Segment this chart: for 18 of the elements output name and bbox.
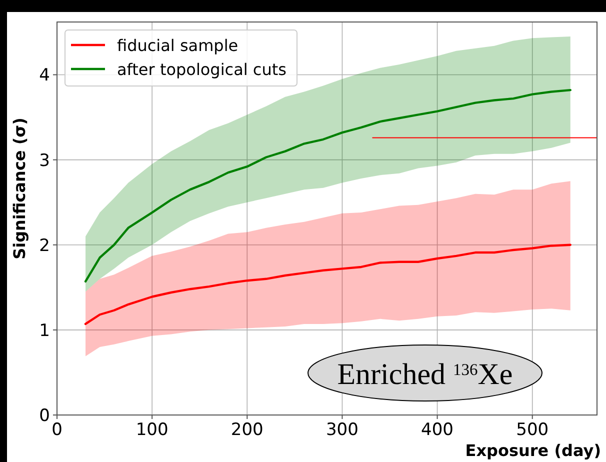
x-tick-label: 500 bbox=[516, 420, 549, 440]
x-axis-title: Exposure (day) bbox=[465, 441, 601, 460]
y-tick-label: 4 bbox=[39, 66, 50, 86]
y-tick-label: 3 bbox=[39, 150, 50, 171]
annotation: Enriched $^{136}$Xe bbox=[337, 358, 513, 391]
y-tick-label: 0 bbox=[39, 406, 50, 426]
y-axis-title: Significance (σ) bbox=[10, 118, 29, 260]
line-series bbox=[84, 244, 572, 326]
x-tick-label: 200 bbox=[230, 420, 264, 440]
y-tick-label: 1 bbox=[39, 320, 50, 341]
legend-label: after topological cuts bbox=[117, 60, 286, 79]
line-series bbox=[84, 88, 572, 283]
y-tick-label: 2 bbox=[39, 236, 50, 256]
x-tick-label: 0 bbox=[52, 420, 62, 440]
x-tick-label: 100 bbox=[136, 420, 168, 440]
legend-label: fiducial sample bbox=[117, 36, 238, 55]
x-tick-label: 400 bbox=[421, 420, 454, 440]
x-tick-label: 300 bbox=[326, 420, 358, 440]
